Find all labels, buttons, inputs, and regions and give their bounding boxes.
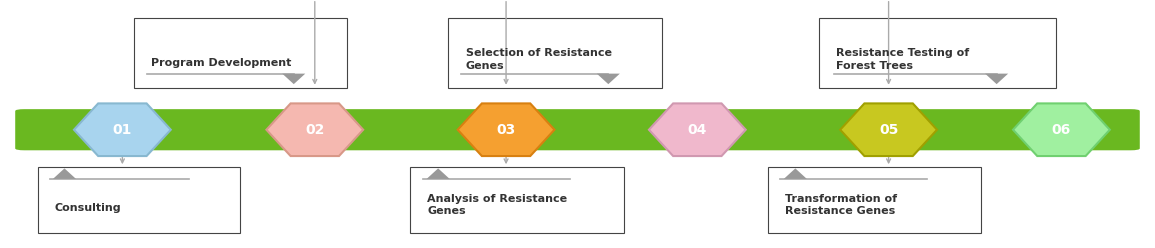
FancyBboxPatch shape bbox=[768, 167, 981, 233]
FancyBboxPatch shape bbox=[819, 18, 1056, 88]
Polygon shape bbox=[985, 74, 1008, 84]
Text: 05: 05 bbox=[879, 123, 899, 137]
Polygon shape bbox=[840, 103, 937, 156]
Polygon shape bbox=[74, 103, 171, 156]
FancyBboxPatch shape bbox=[15, 109, 1140, 150]
Polygon shape bbox=[53, 168, 76, 179]
Text: 03: 03 bbox=[497, 123, 515, 137]
Text: Consulting: Consulting bbox=[54, 203, 121, 213]
Polygon shape bbox=[1013, 103, 1110, 156]
Text: 06: 06 bbox=[1052, 123, 1071, 137]
Polygon shape bbox=[426, 168, 449, 179]
Text: Resistance Testing of
Forest Trees: Resistance Testing of Forest Trees bbox=[836, 48, 969, 71]
FancyBboxPatch shape bbox=[410, 167, 624, 233]
Polygon shape bbox=[267, 103, 363, 156]
Text: Analysis of Resistance
Genes: Analysis of Resistance Genes bbox=[427, 194, 567, 216]
Text: 02: 02 bbox=[305, 123, 325, 137]
Polygon shape bbox=[282, 74, 305, 84]
Polygon shape bbox=[649, 103, 746, 156]
FancyBboxPatch shape bbox=[134, 18, 346, 88]
Polygon shape bbox=[784, 168, 807, 179]
Text: Selection of Resistance
Genes: Selection of Resistance Genes bbox=[465, 48, 611, 71]
Text: 01: 01 bbox=[113, 123, 132, 137]
Text: Program Development: Program Development bbox=[151, 58, 291, 68]
Text: 04: 04 bbox=[687, 123, 707, 137]
Text: Transformation of
Resistance Genes: Transformation of Resistance Genes bbox=[784, 194, 896, 216]
Polygon shape bbox=[457, 103, 554, 156]
FancyBboxPatch shape bbox=[38, 167, 240, 233]
Polygon shape bbox=[597, 74, 620, 84]
FancyBboxPatch shape bbox=[448, 18, 662, 88]
